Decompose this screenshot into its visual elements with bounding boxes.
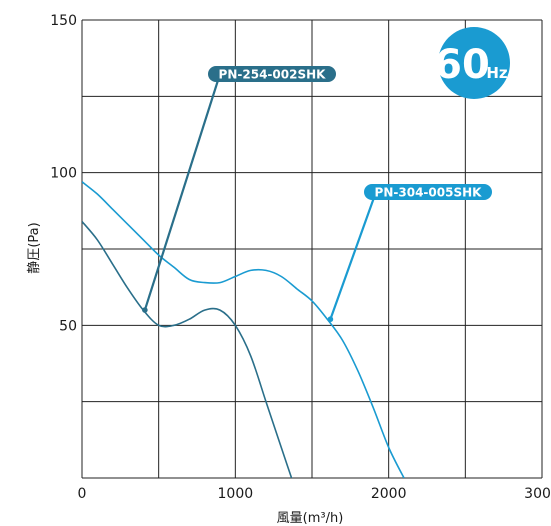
tick-labels: 0 1000 2000 3000 150 100 50 (50, 13, 551, 502)
callouts: PN-254-002SHK PN-304-005SHK (142, 66, 492, 323)
y-tick-label: 100 (50, 166, 77, 182)
series-line-2 (82, 181, 405, 478)
callout-dot-1 (142, 307, 148, 313)
badge-number: 60 (434, 42, 490, 88)
y-tick-label: 50 (59, 318, 77, 334)
series-layer (82, 181, 405, 478)
x-tick-label: 3000 (524, 486, 551, 502)
frequency-badge: 60 Hz (434, 27, 510, 99)
x-tick-label: 2000 (371, 486, 407, 502)
badge-unit: Hz (486, 64, 508, 82)
callout-label-2: PN-304-005SHK (375, 186, 483, 200)
callout-pill-2 (364, 184, 492, 200)
badge-circle (438, 27, 510, 99)
series-line-1 (82, 220, 293, 478)
x-tick-label: 1000 (218, 486, 254, 502)
y-tick-label: 150 (50, 13, 77, 29)
callout-leader-2 (329, 191, 378, 320)
y-axis-title: 静圧(Pa) (27, 222, 42, 273)
callout-pill-1 (208, 66, 336, 82)
callout-label-1: PN-254-002SHK (219, 68, 327, 82)
x-axis-title: 風量(m³/h) (277, 511, 344, 526)
callout-dot-2 (327, 316, 334, 323)
x-tick-label: 0 (78, 486, 87, 502)
callout-leader-1 (143, 73, 222, 311)
